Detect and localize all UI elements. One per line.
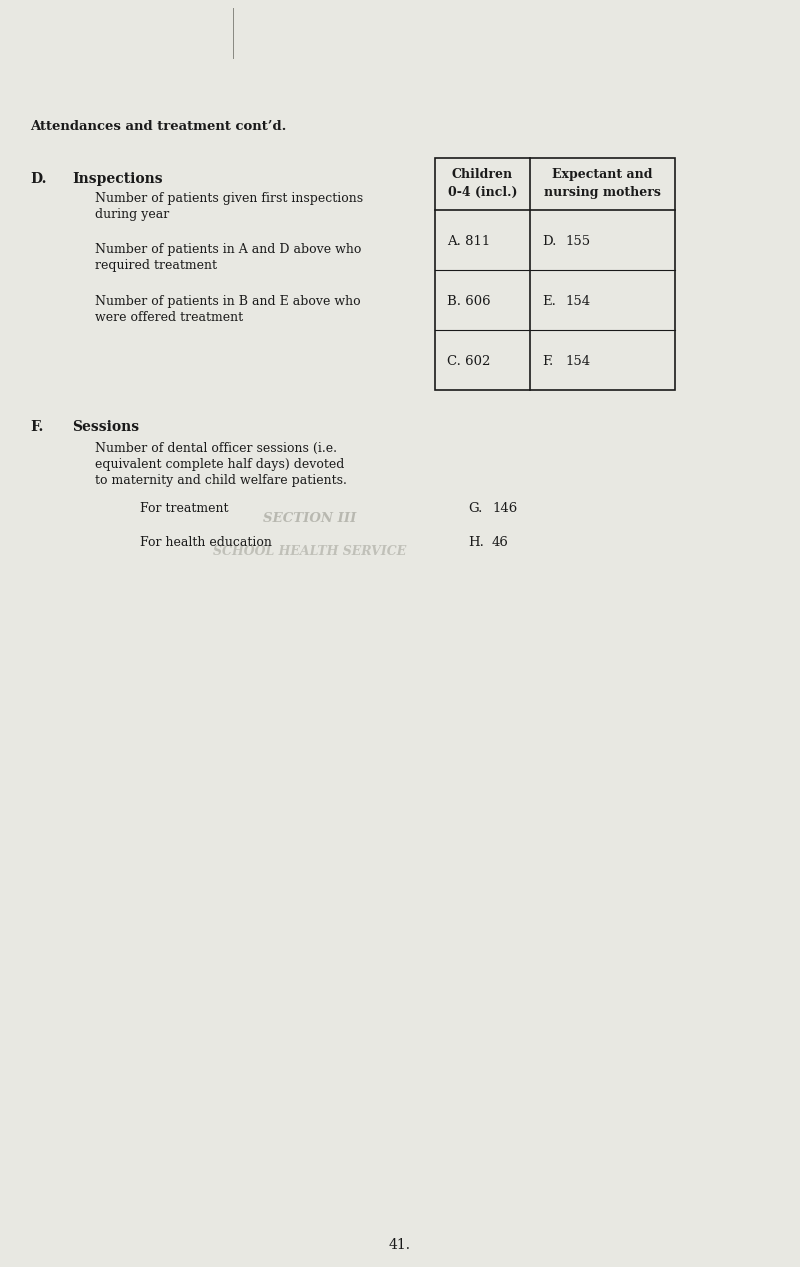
Text: Attendances and treatment cont’d.: Attendances and treatment cont’d. <box>30 120 286 133</box>
Text: 154: 154 <box>565 295 590 308</box>
Text: equivalent complete half days) devoted: equivalent complete half days) devoted <box>95 457 344 471</box>
Text: A. 811: A. 811 <box>447 234 490 248</box>
Text: D.: D. <box>542 234 556 248</box>
Text: Sessions: Sessions <box>72 419 139 435</box>
Text: to maternity and child welfare patients.: to maternity and child welfare patients. <box>95 474 347 487</box>
Text: G.: G. <box>468 502 482 514</box>
Text: 146: 146 <box>492 502 518 514</box>
Text: For health education: For health education <box>140 536 272 549</box>
Text: 154: 154 <box>565 355 590 367</box>
Text: E.: E. <box>542 295 556 308</box>
Text: Inspections: Inspections <box>72 172 162 186</box>
Bar <box>435 158 675 390</box>
Text: H.: H. <box>468 536 484 549</box>
Text: D.: D. <box>30 172 46 186</box>
Text: For treatment: For treatment <box>140 502 229 514</box>
Text: Number of patients in A and D above who: Number of patients in A and D above who <box>95 243 362 256</box>
Text: required treatment: required treatment <box>95 258 217 272</box>
Text: F.: F. <box>30 419 43 435</box>
Text: Children
0-4 (incl.): Children 0-4 (incl.) <box>448 169 518 199</box>
Text: Number of dental officer sessions (i.e.: Number of dental officer sessions (i.e. <box>95 442 337 455</box>
Text: C. 602: C. 602 <box>447 355 490 367</box>
Text: SCHOOL HEALTH SERVICE: SCHOOL HEALTH SERVICE <box>214 545 406 557</box>
Text: SECTION III: SECTION III <box>263 512 357 525</box>
Text: B. 606: B. 606 <box>447 295 490 308</box>
Text: during year: during year <box>95 208 170 220</box>
Text: Number of patients given first inspections: Number of patients given first inspectio… <box>95 193 363 205</box>
Text: Expectant and
nursing mothers: Expectant and nursing mothers <box>544 169 661 199</box>
Text: F.: F. <box>542 355 554 367</box>
Text: were offered treatment: were offered treatment <box>95 310 243 324</box>
Text: 41.: 41. <box>389 1238 411 1252</box>
Text: 46: 46 <box>492 536 509 549</box>
Text: 155: 155 <box>565 234 590 248</box>
Text: Number of patients in B and E above who: Number of patients in B and E above who <box>95 295 361 308</box>
